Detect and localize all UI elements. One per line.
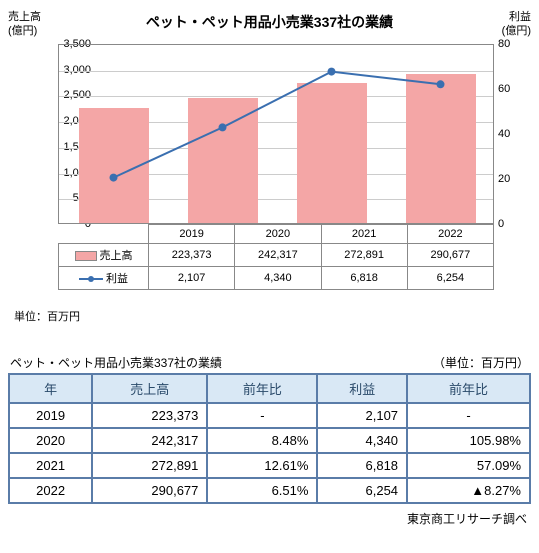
col-profit-yoy: 前年比 bbox=[407, 374, 530, 403]
cell-profit-yoy: 57.09% bbox=[407, 453, 530, 478]
ytick-right: 20 bbox=[498, 173, 528, 185]
data-table-title: ペット・ペット用品小売業337社の業績 bbox=[10, 354, 222, 371]
ytick-right: 60 bbox=[498, 83, 528, 95]
cell-sales-yoy: 12.61% bbox=[207, 453, 317, 478]
legend-line-val: 6,254 bbox=[407, 267, 493, 290]
col-sales: 売上高 bbox=[92, 374, 207, 403]
ytick-right: 40 bbox=[498, 128, 528, 140]
legend-bar-label: 売上高 bbox=[59, 244, 149, 267]
table-row: 2020 242,317 8.48% 4,340 105.98% bbox=[9, 428, 530, 453]
legend-bar-val: 242,317 bbox=[235, 244, 321, 267]
table-header-row: 年 売上高 前年比 利益 前年比 bbox=[9, 374, 530, 403]
legend-cat: 2019 bbox=[149, 225, 235, 244]
right-axis-title: 利益 (億円) bbox=[502, 10, 531, 39]
legend-bar-text: 売上高 bbox=[100, 250, 133, 262]
legend-category-row: 2019 2020 2021 2022 bbox=[59, 225, 494, 244]
cell-profit-yoy: ▲8.27% bbox=[407, 478, 530, 503]
legend-bar-val: 272,891 bbox=[321, 244, 407, 267]
cell-profit-yoy: - bbox=[407, 403, 530, 428]
left-axis-title-l2: (億円) bbox=[8, 25, 37, 37]
cell-year: 2020 bbox=[9, 428, 92, 453]
legend-line-val: 2,107 bbox=[149, 267, 235, 290]
cell-sales: 223,373 bbox=[92, 403, 207, 428]
ytick-right: 0 bbox=[498, 218, 528, 230]
legend-bar-val: 223,373 bbox=[149, 244, 235, 267]
cell-sales-yoy: 6.51% bbox=[207, 478, 317, 503]
cell-profit: 6,818 bbox=[317, 453, 407, 478]
left-axis-title: 売上高 (億円) bbox=[8, 10, 41, 39]
legend-line-label: 利益 bbox=[59, 267, 149, 290]
bar-swatch-icon bbox=[75, 251, 97, 261]
col-sales-yoy: 前年比 bbox=[207, 374, 317, 403]
cell-sales: 290,677 bbox=[92, 478, 207, 503]
legend-bar-val: 290,677 bbox=[407, 244, 493, 267]
cell-year: 2019 bbox=[9, 403, 92, 428]
table-row: 2021 272,891 12.61% 6,818 57.09% bbox=[9, 453, 530, 478]
legend-line-row: 利益 2,107 4,340 6,818 6,254 bbox=[59, 267, 494, 290]
cell-sales-yoy: 8.48% bbox=[207, 428, 317, 453]
cell-year: 2021 bbox=[9, 453, 92, 478]
chart-title: ペット・ペット用品小売業337社の業績 bbox=[8, 8, 531, 32]
profit-line bbox=[59, 45, 493, 223]
cell-sales: 272,891 bbox=[92, 453, 207, 478]
col-year: 年 bbox=[9, 374, 92, 403]
legend-cat: 2022 bbox=[407, 225, 493, 244]
table-row: 2019 223,373 - 2,107 - bbox=[9, 403, 530, 428]
cell-profit: 2,107 bbox=[317, 403, 407, 428]
cell-profit: 6,254 bbox=[317, 478, 407, 503]
legend-bar-row: 売上高 223,373 242,317 272,891 290,677 bbox=[59, 244, 494, 267]
cell-profit-yoy: 105.98% bbox=[407, 428, 530, 453]
legend-line-val: 6,818 bbox=[321, 267, 407, 290]
data-table-unit: （単位：百万円） bbox=[433, 354, 529, 371]
chart-container: 売上高 (億円) 利益 (億円) ペット・ペット用品小売業337社の業績 0 5… bbox=[8, 8, 531, 348]
cell-year: 2022 bbox=[9, 478, 92, 503]
right-axis-title-l2: (億円) bbox=[502, 25, 531, 37]
cell-sales: 242,317 bbox=[92, 428, 207, 453]
data-section: ペット・ペット用品小売業337社の業績 （単位：百万円） 年 売上高 前年比 利… bbox=[8, 354, 531, 527]
table-row: 2022 290,677 6.51% 6,254 ▲8.27% bbox=[9, 478, 530, 503]
cell-sales-yoy: - bbox=[207, 403, 317, 428]
legend-line-val: 4,340 bbox=[235, 267, 321, 290]
line-swatch-icon bbox=[79, 273, 103, 285]
chart-legend-table: 2019 2020 2021 2022 売上高 223,373 242,317 … bbox=[58, 224, 494, 290]
data-table: 年 売上高 前年比 利益 前年比 2019 223,373 - 2,107 - … bbox=[8, 373, 531, 504]
data-table-header: ペット・ペット用品小売業337社の業績 （単位：百万円） bbox=[8, 354, 531, 373]
chart-unit-note: 単位：百万円 bbox=[14, 308, 80, 324]
ytick-right: 80 bbox=[498, 38, 528, 50]
right-axis-title-l1: 利益 bbox=[509, 11, 531, 23]
left-axis-title-l1: 売上高 bbox=[8, 11, 41, 23]
legend-cat: 2021 bbox=[321, 225, 407, 244]
plot-area bbox=[58, 44, 494, 224]
col-profit: 利益 bbox=[317, 374, 407, 403]
footer-credit: 東京商工リサーチ調べ bbox=[8, 510, 531, 527]
cell-profit: 4,340 bbox=[317, 428, 407, 453]
legend-cat: 2020 bbox=[235, 225, 321, 244]
legend-line-text: 利益 bbox=[106, 273, 128, 285]
